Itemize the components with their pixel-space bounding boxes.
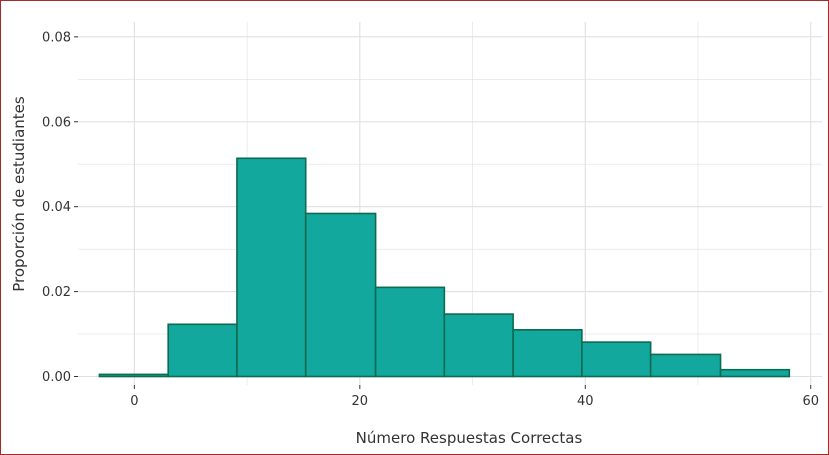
x-tick-label: 20 <box>352 394 369 409</box>
histogram-bar <box>374 286 446 378</box>
histogram-bar <box>236 157 307 378</box>
y-tick-label: 0.04 <box>42 200 71 215</box>
x-tick-label: 0 <box>130 394 138 409</box>
y-axis-title: Proporción de estudiantes <box>10 96 28 292</box>
y-tick-label: 0.08 <box>42 30 71 45</box>
y-axis: 0.00 0.02 0.04 0.06 0.08 <box>42 30 78 385</box>
x-tick-label: 40 <box>577 394 594 409</box>
y-tick-label: 0.06 <box>42 115 71 130</box>
histogram-bar <box>581 341 652 378</box>
histogram-bar <box>649 353 722 378</box>
histogram-bar <box>167 323 238 378</box>
histogram-bar <box>512 329 583 378</box>
histogram-bar <box>443 313 514 378</box>
y-tick-label: 0.00 <box>42 370 71 385</box>
x-axis-title: Número Respuestas Correctas <box>356 429 583 447</box>
histogram-bar <box>98 373 169 378</box>
x-tick-label: 60 <box>802 394 819 409</box>
histogram-bars <box>98 157 791 378</box>
x-axis: 0 20 40 60 <box>130 385 819 409</box>
y-tick-label: 0.02 <box>42 285 71 300</box>
histogram-bar <box>304 212 377 378</box>
histogram-bar <box>719 368 791 378</box>
